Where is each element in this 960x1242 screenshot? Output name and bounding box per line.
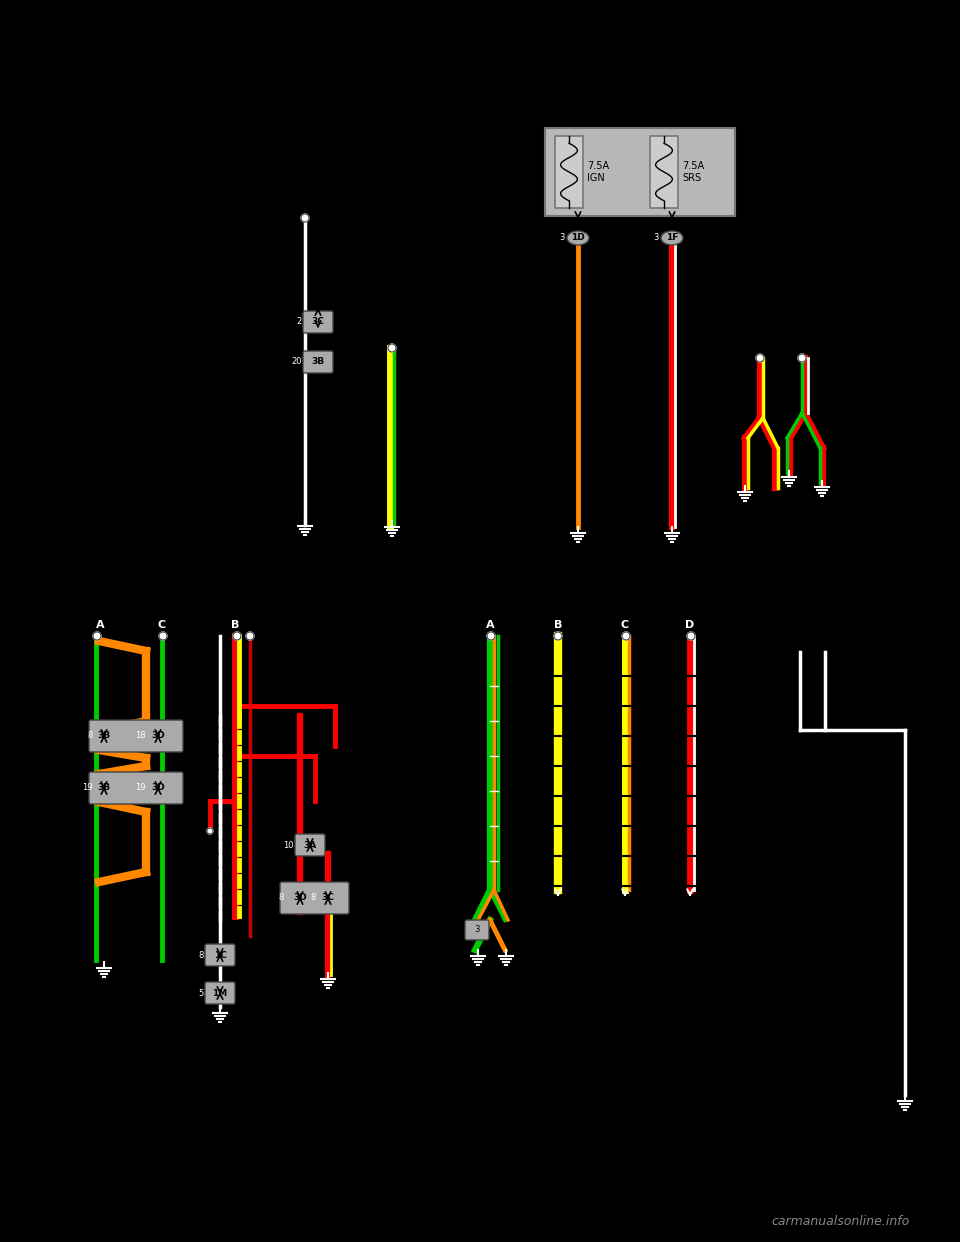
FancyBboxPatch shape [205,982,235,1004]
Text: 1M: 1M [212,989,228,997]
Text: C: C [621,620,629,630]
Circle shape [687,632,695,640]
Text: 10: 10 [283,841,294,850]
Text: 3D: 3D [293,893,307,903]
Text: B: B [554,620,563,630]
Text: 3C: 3C [322,893,334,903]
Text: A: A [96,620,105,630]
Text: 1F: 1F [666,233,678,242]
Text: 3: 3 [560,233,565,242]
FancyBboxPatch shape [295,833,325,856]
Circle shape [622,632,630,640]
Text: 1D: 1D [571,233,585,242]
Bar [555,137,583,207]
Circle shape [159,632,167,640]
Text: carmanualsonline.info: carmanualsonline.info [772,1215,910,1228]
FancyBboxPatch shape [89,720,183,751]
Circle shape [301,214,309,222]
Circle shape [246,632,254,640]
Text: 7.5A
SRS: 7.5A SRS [682,161,704,183]
Bar [650,137,678,207]
Text: 5: 5 [199,989,204,997]
Text: 3B: 3B [97,784,110,792]
Circle shape [207,828,213,833]
FancyBboxPatch shape [465,920,489,940]
Text: 20: 20 [292,358,302,366]
Circle shape [93,632,101,640]
Text: 19: 19 [83,784,93,792]
Text: B: B [230,620,239,630]
Text: 18: 18 [135,732,146,740]
Text: 8: 8 [311,893,316,903]
Text: 3A: 3A [303,841,317,850]
Text: 3: 3 [474,925,480,934]
FancyBboxPatch shape [89,773,183,804]
Text: 3D: 3D [151,784,165,792]
Text: 3C: 3C [312,318,324,327]
Circle shape [388,344,396,351]
Text: 3: 3 [654,233,659,242]
Circle shape [487,632,495,640]
Bar [545,128,735,216]
Text: 19: 19 [135,784,146,792]
Text: 3D: 3D [151,732,165,740]
Circle shape [798,354,806,361]
Circle shape [756,354,764,361]
Text: C: C [158,620,166,630]
Ellipse shape [567,231,589,245]
FancyBboxPatch shape [303,310,333,333]
Text: 1C: 1C [213,950,227,960]
FancyBboxPatch shape [205,944,235,966]
Text: 3B: 3B [97,732,110,740]
Text: 8: 8 [278,893,284,903]
Text: 7.5A
IGN: 7.5A IGN [587,161,610,183]
Circle shape [554,632,562,640]
Ellipse shape [661,231,683,245]
Text: A: A [486,620,494,630]
Circle shape [233,632,241,640]
Text: 2: 2 [297,318,302,327]
Text: 8: 8 [87,732,93,740]
Text: D: D [685,620,695,630]
Text: 8: 8 [199,950,204,960]
FancyBboxPatch shape [303,351,333,373]
Text: 3B: 3B [311,358,324,366]
FancyBboxPatch shape [280,882,349,914]
